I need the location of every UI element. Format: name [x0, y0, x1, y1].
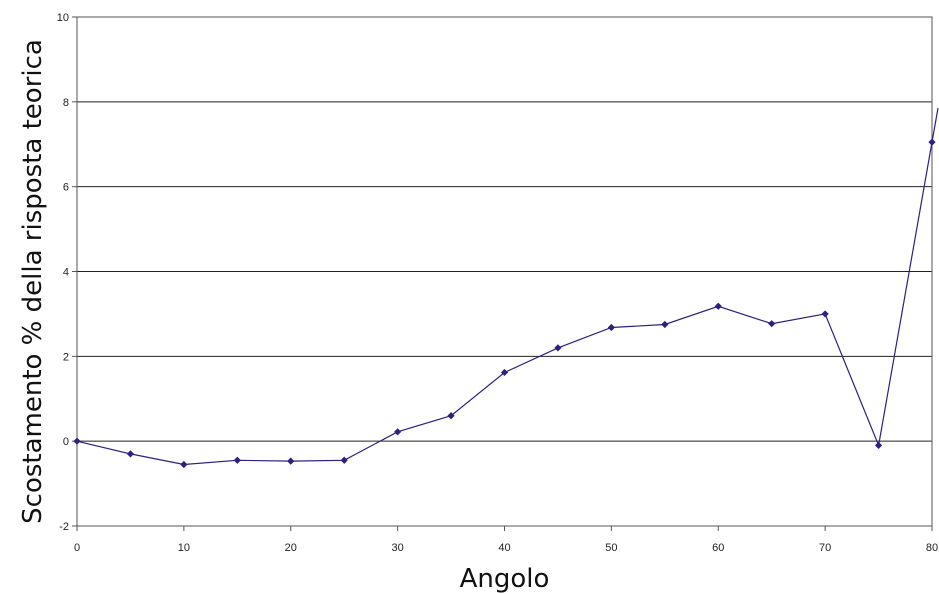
x-tick-label: 70 [819, 542, 831, 554]
data-point [394, 428, 402, 436]
x-axis-ticks: 0 10 20 30 40 50 60 70 80 [74, 526, 938, 554]
data-point [73, 437, 81, 445]
data-point [821, 310, 829, 318]
data-point [500, 368, 509, 377]
x-tick-label: 40 [498, 542, 510, 554]
data-point [714, 302, 722, 310]
x-tick-label: 50 [605, 542, 617, 554]
y-tick-label: 4 [63, 267, 69, 279]
y-axis-ticks: -2 0 2 4 6 8 10 [57, 12, 77, 533]
data-point [874, 441, 883, 450]
data-point [661, 320, 669, 329]
x-tick-label: 80 [926, 542, 938, 554]
x-tick-label: 0 [74, 542, 80, 554]
data-point [554, 344, 562, 352]
y-tick-label: 2 [63, 351, 69, 363]
data-point [180, 460, 188, 469]
x-tick-label: 10 [178, 542, 190, 554]
y-tick-label: -2 [59, 521, 69, 533]
data-point [287, 457, 295, 465]
y-tick-label: 8 [63, 97, 69, 109]
x-tick-label: 20 [285, 542, 297, 554]
x-axis-title: Angolo [460, 564, 550, 594]
data-point [233, 456, 241, 464]
y-tick-label: 0 [63, 436, 69, 448]
data-point [607, 323, 615, 332]
y-axis-title: Scostamento % della risposta teorica [18, 39, 48, 524]
data-point [126, 450, 135, 458]
data-point [447, 412, 455, 420]
data-markers [73, 138, 936, 469]
x-tick-label: 60 [712, 542, 724, 554]
data-point [768, 320, 776, 328]
data-point [928, 138, 936, 146]
y-tick-label: 6 [63, 182, 69, 194]
data-point [340, 456, 348, 464]
gridlines [77, 16, 932, 527]
y-tick-label: 10 [57, 12, 69, 24]
x-tick-label: 30 [392, 542, 404, 554]
series-line [76, 107, 939, 466]
